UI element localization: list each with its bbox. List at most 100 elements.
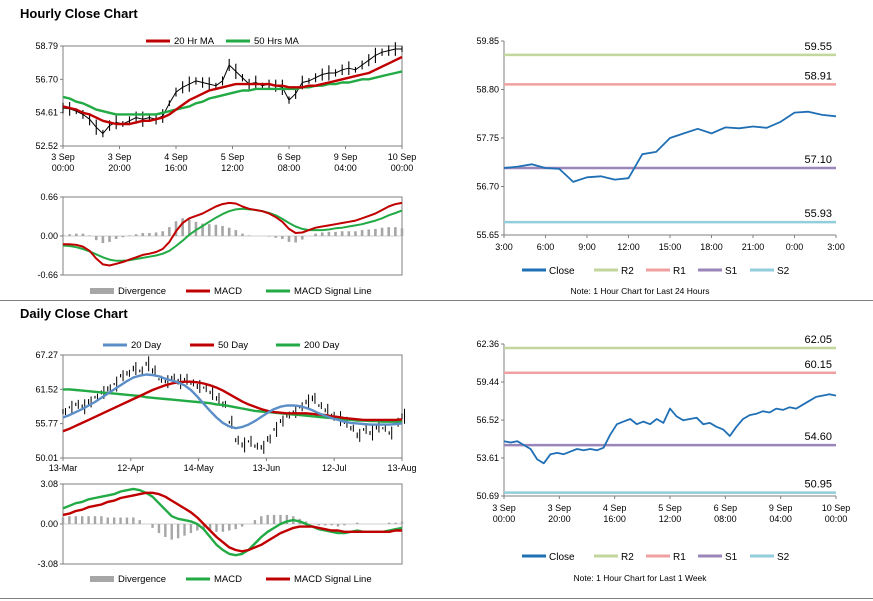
hourly-divergence-bar	[134, 234, 138, 236]
hourly-pivot-legend-r1-label: R1	[673, 266, 686, 277]
daily-pivot-xaxis-tick-label: 5 Sep 12:00	[658, 503, 682, 524]
daily-divergence-bar	[234, 524, 237, 530]
hourly-divergence-bar	[247, 235, 251, 236]
daily-divergence-bar	[330, 524, 333, 526]
daily-pivot-legend-s2-label: S2	[777, 552, 790, 563]
legend-50hrs-ma-label: 50 Hrs MA	[254, 36, 300, 47]
hourly-divergence-bar	[287, 236, 291, 242]
daily-divergence-bar	[279, 514, 282, 524]
daily-200day-ma-line	[63, 388, 402, 423]
daily-divergence-bar	[80, 516, 84, 524]
hourly-20hr-ma-line	[62, 55, 403, 126]
daily-divergence-bar	[74, 516, 77, 524]
hourly-divergence-bar	[148, 233, 151, 236]
legend-hourly-macd-label: MACD	[214, 286, 242, 297]
legend-20hr-ma-label: 20 Hr MA	[174, 36, 215, 47]
hourly-divergence-bar	[227, 227, 231, 236]
hourly-price-yaxis-tick-label: 52.52	[35, 141, 58, 151]
daily-divergence-bar	[176, 524, 180, 539]
daily-pivot-xaxis-tick-label: 3 Sep 20:00	[548, 503, 572, 524]
daily-pivot-legend-s1-label: S1	[725, 552, 738, 563]
daily-divergence-bar	[196, 524, 199, 531]
hourly-divergence-bar	[294, 236, 297, 243]
daily-divergence-bar	[151, 524, 154, 528]
daily-divergence-bar	[221, 524, 225, 532]
daily-divergence-bar	[106, 517, 109, 524]
legend-hourly-signal-label: MACD Signal Line	[294, 286, 372, 297]
daily-divergence-bar	[100, 516, 103, 524]
legend-daily-divergence-label: Divergence	[118, 574, 166, 585]
daily-pivot-xaxis-tick-label: 10 Sep 00:00	[822, 503, 851, 524]
hourly-divergence-bar	[387, 227, 391, 236]
hourly-divergence-bar	[347, 231, 351, 236]
hourly-price-xaxis-tick-label: 3 Sep 20:00	[108, 152, 132, 173]
daily-price-xaxis-tick-label: 13-Mar	[49, 463, 78, 473]
hourly-pivot-close-line	[503, 110, 837, 183]
hourly-divergence-bar	[154, 232, 158, 236]
hourly-price-yaxis-tick-label: 58.79	[35, 41, 58, 51]
daily-pivot-yaxis-tick-label: 56.52	[476, 415, 499, 425]
hourly-divergence-bar	[354, 231, 357, 236]
hourly-macd-signal-line	[62, 207, 403, 262]
daily-divergence-bar	[356, 522, 359, 524]
hourly-divergence-bar	[314, 233, 317, 236]
hourly-divergence-bar	[88, 235, 91, 236]
hourly-divergence-bar	[214, 224, 218, 236]
daily-price-yaxis-tick-label: 61.52	[35, 384, 58, 394]
daily-macd-signal-line	[62, 491, 402, 553]
daily-pivot-level-r2-label: 62.05	[804, 334, 832, 346]
hourly-divergence-bar	[394, 227, 397, 236]
hourly-divergence-bar	[68, 234, 71, 236]
hourly-price-yaxis-tick-label: 54.61	[35, 108, 58, 118]
hourly-divergence-bar	[234, 230, 238, 236]
hourly-price-yaxis-tick-label: 56.70	[35, 74, 58, 84]
daily-50day-ma-line	[62, 380, 403, 433]
daily-pivot-yaxis-tick-label: 59.44	[476, 377, 499, 387]
legend-50day-label: 50 Day	[218, 340, 248, 351]
hourly-pivot-yaxis-tick-label: 57.75	[476, 133, 499, 143]
daily-price-xaxis-tick-label: 13-Aug	[387, 463, 416, 473]
hourly-divergence-bar	[320, 232, 324, 236]
hourly-divergence-bar	[114, 236, 118, 239]
hourly-price-xaxis-tick-label: 10 Sep 00:00	[388, 152, 417, 173]
daily-divergence-bar	[215, 524, 218, 532]
daily-pivot-legend-r1-label: R1	[673, 552, 686, 563]
daily-divergence-bar	[93, 516, 97, 524]
hourly-price-xaxis-tick-label: 6 Sep 08:00	[277, 152, 301, 173]
hourly-pivot-xaxis-tick-label: 18:00	[700, 242, 723, 252]
daily-pivot-xaxis-tick-label: 4 Sep 16:00	[603, 503, 627, 524]
hourly-pivot-level-s1-label: 57.10	[804, 154, 832, 166]
hourly-divergence-bar	[74, 233, 78, 236]
daily-divergence-bar	[87, 516, 90, 524]
daily-divergence-bar	[119, 517, 122, 524]
hourly-divergence-bar	[81, 233, 85, 236]
hourly-divergence-bar	[267, 236, 271, 237]
hourly-divergence-bar	[94, 236, 98, 241]
hourly-pivot-legend-close-label: Close	[549, 266, 575, 277]
hourly-divergence-bar	[300, 236, 304, 240]
hourly-pivot-note: Note: 1 Hour Chart for Last 24 Hours	[571, 286, 710, 296]
hourly-price-xaxis-tick-label: 5 Sep 12:00	[221, 152, 245, 173]
daily-pivot-close-line	[503, 393, 837, 465]
hourly-divergence-bar	[141, 233, 145, 236]
hourly-pivot-xaxis-tick-label: 9:00	[578, 242, 596, 252]
daily-macd-yaxis-tick-label: 0.00	[40, 519, 58, 529]
hourly-divergence-bar	[281, 236, 284, 239]
hourly-divergence-bar	[108, 236, 111, 242]
daily-divergence-bar	[272, 514, 276, 524]
daily-divergence-bar	[266, 514, 269, 524]
hourly-divergence-bar	[274, 236, 278, 238]
hourly-pivot-xaxis-tick-label: 15:00	[659, 242, 682, 252]
daily-price-xaxis-tick-label: 14-May	[184, 463, 215, 473]
hourly-pivot-xaxis-tick-label: 3:00	[827, 242, 845, 252]
daily-section-title: Daily Close Chart	[20, 306, 128, 321]
hourly-price-frame	[62, 45, 403, 147]
daily-pivot-level-r1-label: 60.15	[804, 359, 832, 371]
daily-pivot-legend-r2-label: R2	[621, 552, 634, 563]
daily-divergence-bar	[317, 524, 321, 526]
hourly-divergence-bar	[360, 230, 364, 236]
daily-divergence-bar	[202, 524, 205, 530]
hourly-divergence-bar	[168, 227, 171, 236]
hourly-macd-yaxis-tick-label: 0.66	[40, 192, 58, 202]
section-divider	[0, 300, 873, 301]
